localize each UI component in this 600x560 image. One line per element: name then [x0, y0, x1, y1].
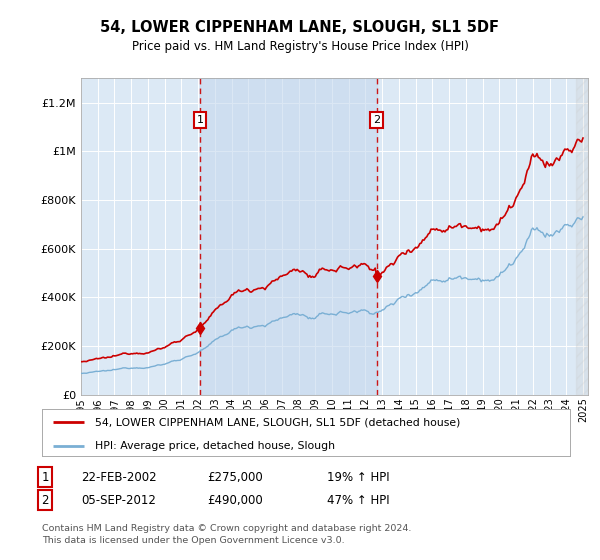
Text: 2: 2: [41, 493, 49, 507]
Text: 47% ↑ HPI: 47% ↑ HPI: [327, 493, 389, 507]
Text: Contains HM Land Registry data © Crown copyright and database right 2024.
This d: Contains HM Land Registry data © Crown c…: [42, 524, 412, 545]
Bar: [200, 78, 377, 395]
Text: 2: 2: [373, 115, 380, 125]
Text: 05-SEP-2012: 05-SEP-2012: [81, 493, 156, 507]
Text: 54, LOWER CIPPENHAM LANE, SLOUGH, SL1 5DF (detached house): 54, LOWER CIPPENHAM LANE, SLOUGH, SL1 5D…: [95, 417, 460, 427]
Text: 22-FEB-2002: 22-FEB-2002: [81, 470, 157, 484]
Text: £490,000: £490,000: [207, 493, 263, 507]
Text: 1: 1: [41, 470, 49, 484]
Text: 1: 1: [197, 115, 203, 125]
Text: 54, LOWER CIPPENHAM LANE, SLOUGH, SL1 5DF: 54, LOWER CIPPENHAM LANE, SLOUGH, SL1 5D…: [101, 20, 499, 35]
Text: Price paid vs. HM Land Registry's House Price Index (HPI): Price paid vs. HM Land Registry's House …: [131, 40, 469, 53]
Bar: [576, 78, 588, 395]
Text: £275,000: £275,000: [207, 470, 263, 484]
Text: HPI: Average price, detached house, Slough: HPI: Average price, detached house, Slou…: [95, 441, 335, 451]
Text: 19% ↑ HPI: 19% ↑ HPI: [327, 470, 389, 484]
